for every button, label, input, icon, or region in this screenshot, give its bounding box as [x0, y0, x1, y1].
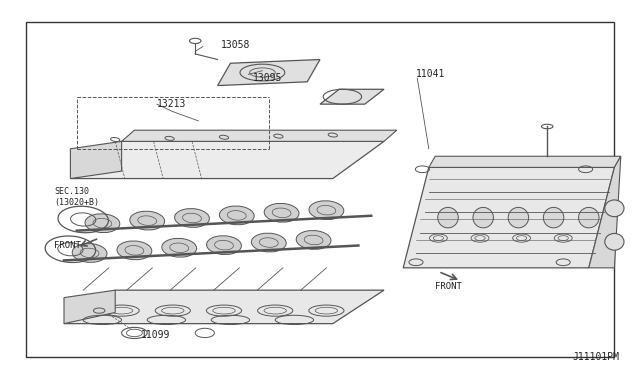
Ellipse shape [252, 233, 286, 252]
Ellipse shape [296, 231, 331, 249]
Text: 13095: 13095 [253, 73, 282, 83]
Text: J11101PM: J11101PM [573, 352, 620, 362]
Polygon shape [64, 290, 384, 324]
Ellipse shape [85, 214, 120, 232]
Text: SEC.130
(13020+B): SEC.130 (13020+B) [54, 187, 99, 207]
Polygon shape [429, 156, 621, 167]
Ellipse shape [543, 208, 564, 228]
Ellipse shape [309, 201, 344, 219]
Polygon shape [70, 141, 122, 179]
Text: 11041: 11041 [416, 70, 445, 79]
Polygon shape [122, 130, 397, 141]
Text: 13213: 13213 [157, 99, 186, 109]
Ellipse shape [117, 241, 152, 260]
Ellipse shape [130, 211, 164, 230]
Ellipse shape [220, 206, 254, 225]
Polygon shape [64, 290, 115, 324]
Polygon shape [320, 89, 384, 104]
Ellipse shape [508, 208, 529, 228]
Ellipse shape [579, 208, 599, 228]
Ellipse shape [473, 208, 493, 228]
Text: 11099: 11099 [141, 330, 170, 340]
Polygon shape [70, 141, 384, 179]
Ellipse shape [264, 203, 299, 222]
Polygon shape [218, 60, 320, 86]
Ellipse shape [605, 234, 624, 250]
Ellipse shape [438, 208, 458, 228]
Text: 13058: 13058 [221, 40, 250, 49]
Ellipse shape [72, 244, 107, 262]
Ellipse shape [207, 236, 241, 254]
Ellipse shape [162, 238, 196, 257]
Polygon shape [589, 156, 621, 268]
Text: FRONT: FRONT [54, 241, 81, 250]
Polygon shape [403, 167, 614, 268]
Ellipse shape [175, 209, 209, 227]
Text: FRONT: FRONT [435, 282, 462, 291]
Ellipse shape [605, 200, 624, 217]
